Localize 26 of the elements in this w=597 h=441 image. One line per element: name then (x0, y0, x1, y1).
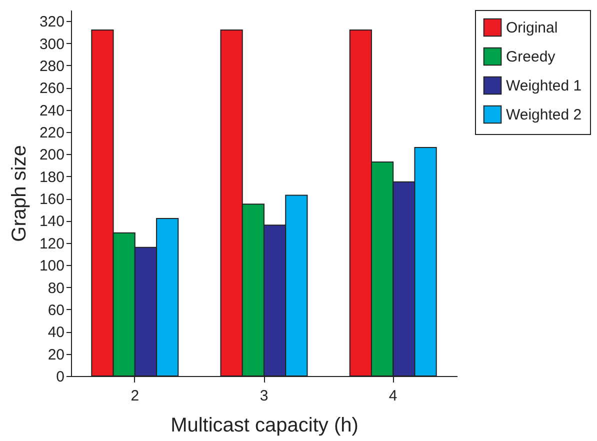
y-tick-label: 140 (39, 213, 64, 230)
y-tick-label: 200 (39, 146, 64, 164)
y-tick-label: 60 (48, 302, 64, 319)
y-tick-label: 100 (39, 258, 64, 275)
legend-label: Weighted 2 (506, 106, 582, 124)
y-tick-label: 160 (39, 191, 64, 208)
y-tick-label: 20 (48, 346, 64, 364)
y-axis-title: Graph size (8, 145, 30, 242)
y-tick-label: 260 (39, 80, 64, 98)
x-tick-label: 3 (260, 388, 268, 404)
y-tick-label: 320 (39, 14, 64, 31)
y-tick-label: 80 (48, 280, 64, 297)
x-tick-label: 4 (388, 388, 398, 404)
y-tick-label: 180 (39, 168, 64, 186)
y-tick-label: 280 (39, 58, 64, 75)
legend-label: Greedy (506, 48, 556, 66)
y-tick-label: 240 (39, 102, 64, 120)
x-axis-title: Multicast capacity (h) (170, 414, 358, 436)
y-tick-label: 220 (39, 124, 64, 142)
y-tick-label: 0 (56, 368, 64, 386)
y-tick-label: 300 (39, 36, 64, 53)
y-tick-label: 120 (39, 235, 64, 252)
x-tick-label: 2 (130, 388, 140, 404)
legend-label: Weighted 1 (506, 78, 582, 94)
y-tick-label: 40 (48, 324, 64, 342)
legend-label: Original (506, 20, 558, 36)
